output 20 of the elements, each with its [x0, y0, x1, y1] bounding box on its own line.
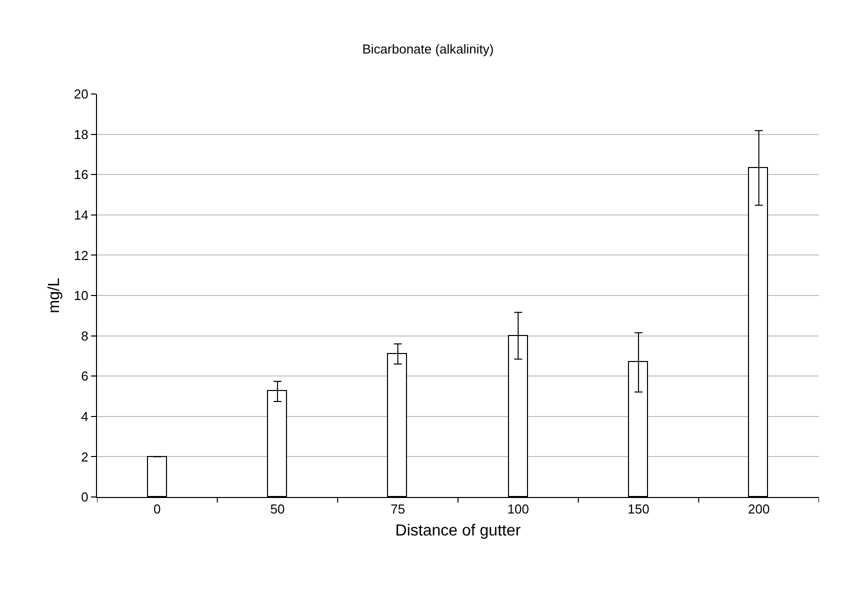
chart-title: Bicarbonate (alkalinity) — [362, 41, 494, 56]
y-tick-label: 12 — [74, 248, 88, 263]
x-tick-label: 150 — [628, 502, 650, 517]
y-tick-label: 18 — [74, 126, 88, 142]
y-axis-title: mg/L — [46, 278, 63, 314]
y-tick-label: 14 — [74, 207, 88, 222]
x-tick-label: 200 — [748, 502, 770, 517]
y-tick-label: 0 — [81, 490, 88, 505]
x-tick-label: 0 — [154, 502, 161, 517]
x-tick-label: 75 — [390, 502, 406, 517]
x-tick-label: 50 — [270, 502, 285, 517]
y-tick-label: 8 — [81, 328, 88, 344]
y-tick-label: 10 — [74, 288, 88, 304]
x-tick-label: 100 — [507, 502, 530, 517]
y-tick-label: 2 — [81, 449, 88, 464]
x-axis-title: Distance of gutter — [395, 522, 522, 540]
y-tick-label: 20 — [74, 86, 88, 102]
y-tick-label: 6 — [81, 368, 88, 384]
y-tick-label: 4 — [81, 408, 88, 424]
y-tick-label: 16 — [74, 167, 88, 182]
